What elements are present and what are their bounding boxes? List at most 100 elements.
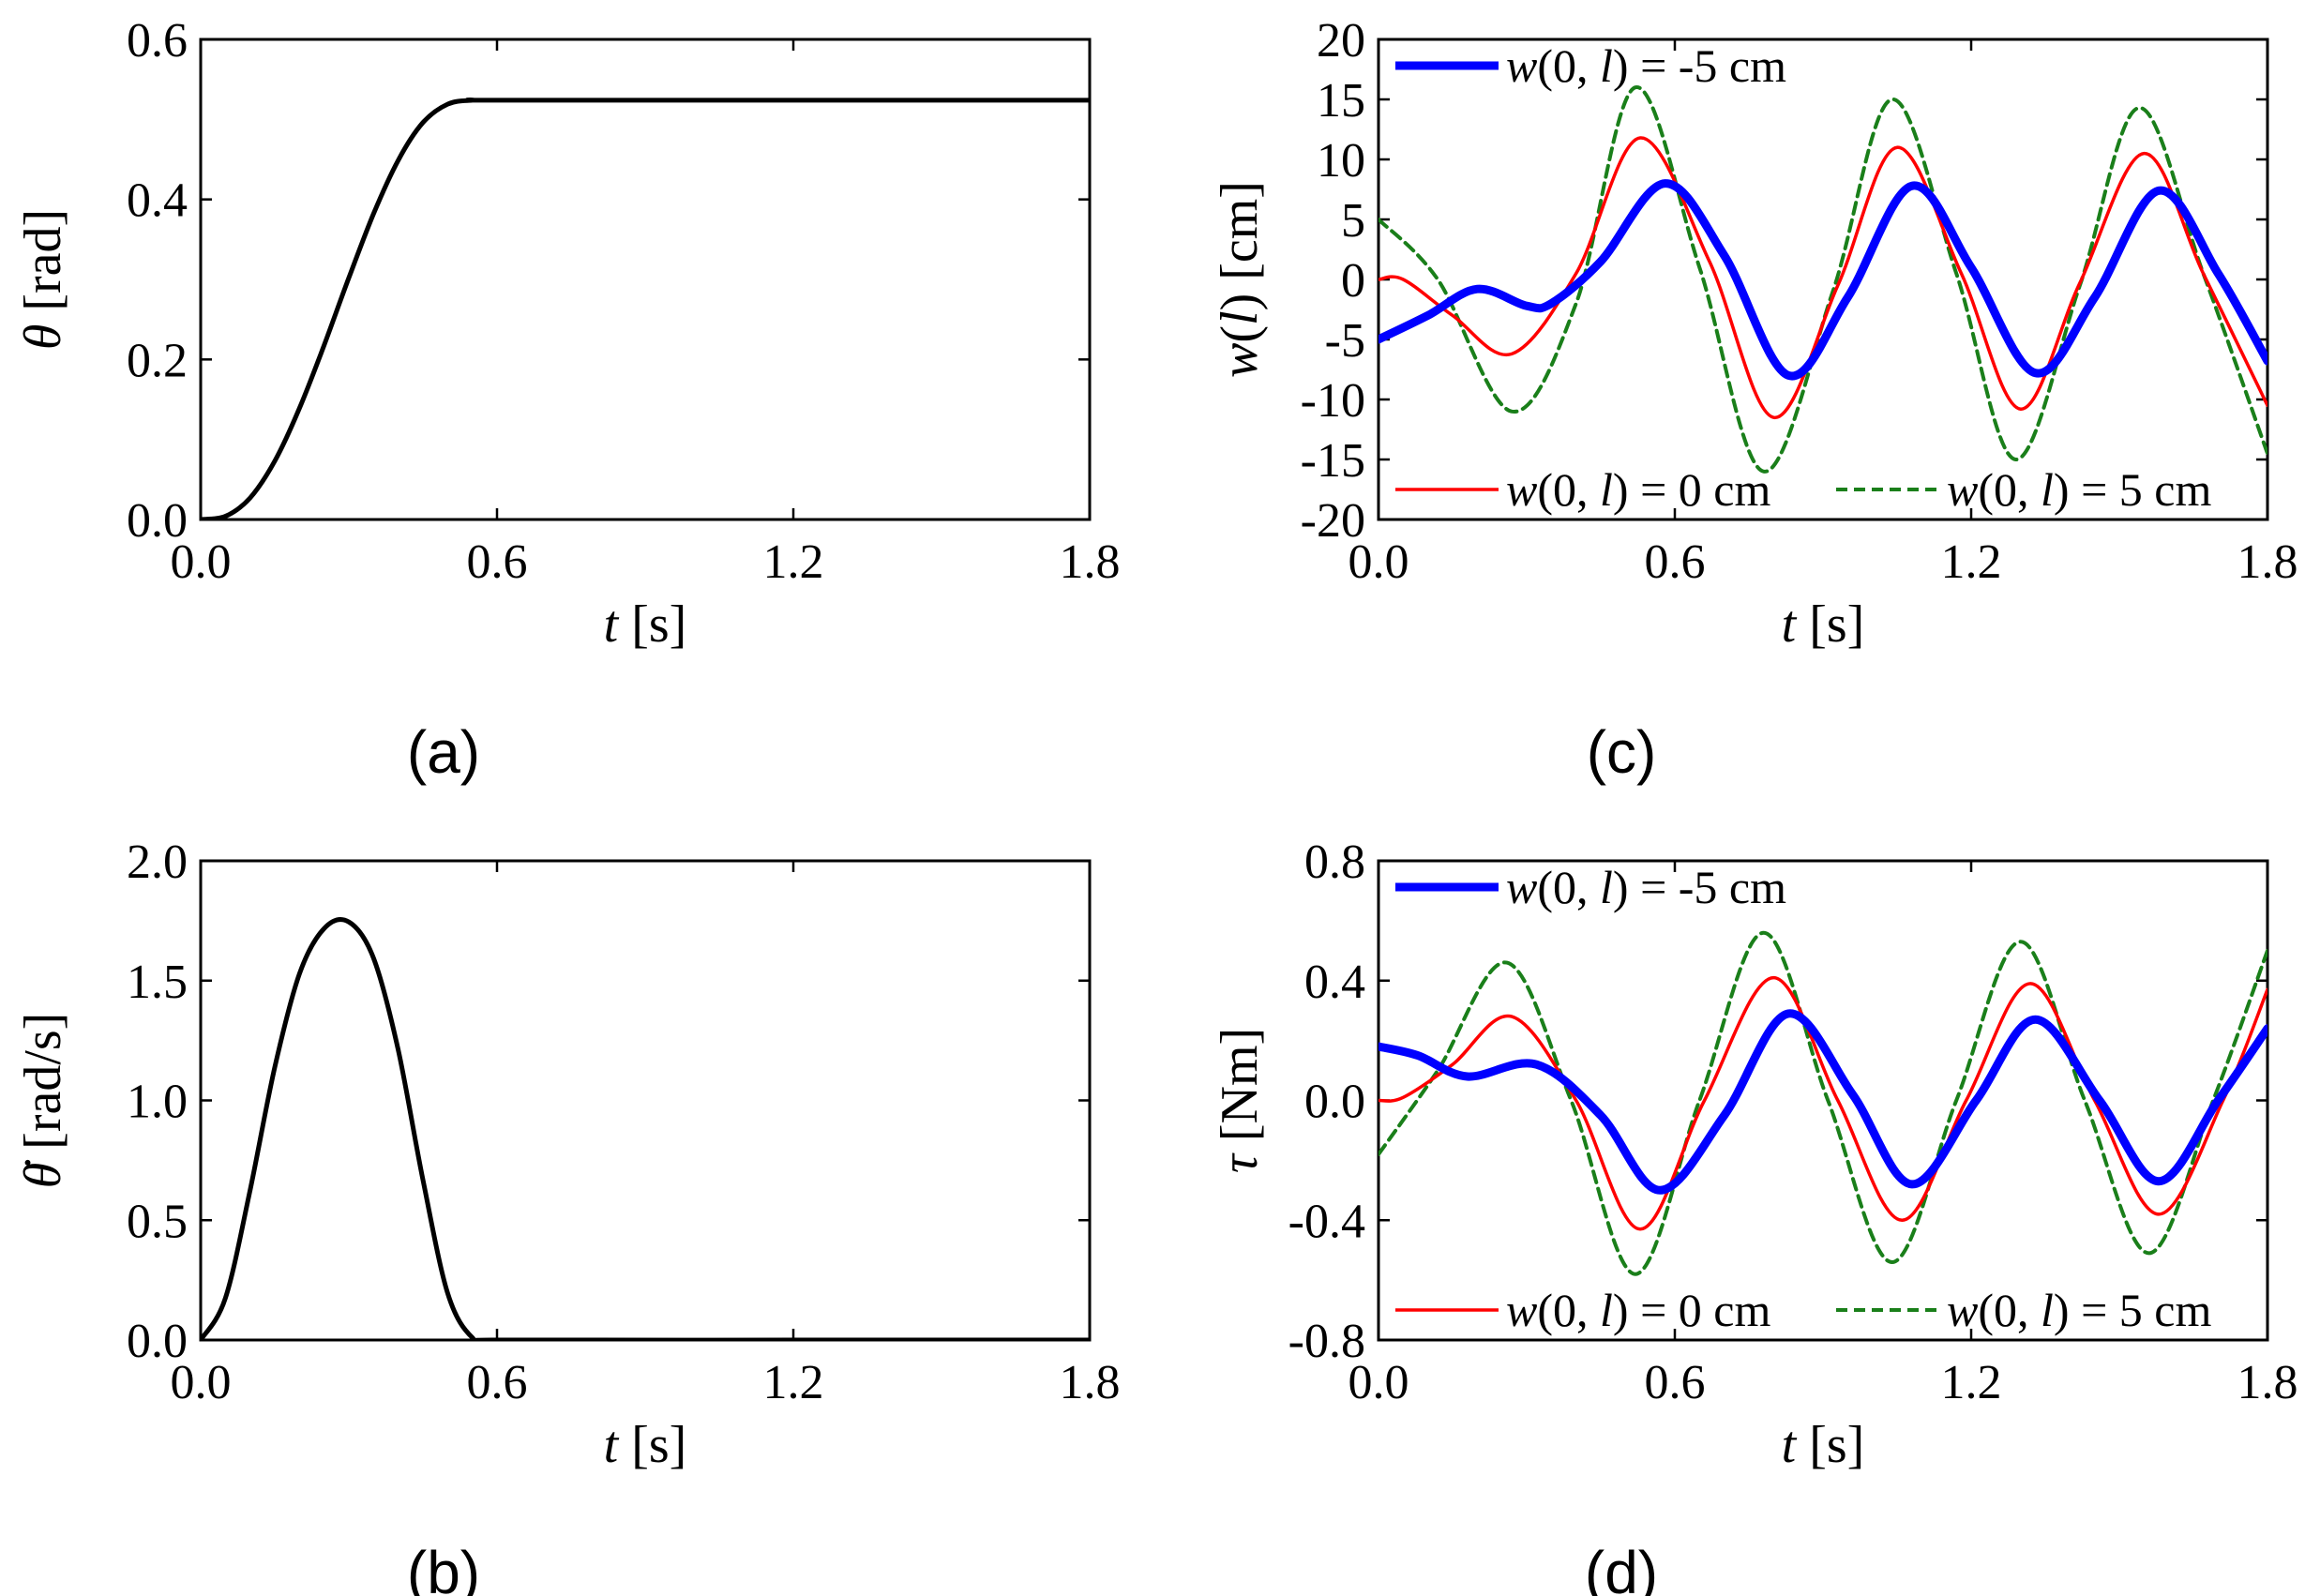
x-tick-label: 0.0	[1348, 1356, 1409, 1409]
label-variable: w	[1506, 861, 1537, 913]
label-text: ]	[670, 595, 687, 654]
x-tick-label: 0.6	[467, 1356, 528, 1409]
y-tick-label: 0.5	[127, 1195, 188, 1248]
y-tick-label: 0.0	[127, 1315, 188, 1368]
series-line-black	[201, 917, 1090, 1340]
x-tick-label: 1.2	[763, 535, 824, 589]
y-tick-label: 20	[1317, 14, 1365, 68]
label-text: m	[1750, 39, 1786, 92]
y-tick-label: 0.0	[1304, 1076, 1365, 1129]
label-text: m	[1734, 463, 1770, 516]
label-variable: l	[1600, 861, 1613, 913]
label-variable: t	[1782, 595, 1798, 654]
x-axis-label: t [s]	[1782, 595, 1865, 654]
y-tick-label: -15	[1301, 434, 1365, 488]
label-text: m	[1750, 861, 1786, 913]
label-text: ) = 0 c	[1613, 1284, 1735, 1336]
label-variable: t	[604, 595, 620, 654]
label-text: m	[1734, 1284, 1770, 1336]
y-tick-label: 0.6	[127, 14, 188, 68]
x-tick-label: 1.8	[2237, 1356, 2298, 1409]
y-axis-label: θ [rad]	[14, 209, 72, 350]
label-text: ]	[1847, 595, 1865, 654]
label-variable: w	[1506, 39, 1537, 92]
x-tick-label: 1.8	[1060, 535, 1121, 589]
y-axis-label: w(l) [cm]	[1211, 181, 1269, 378]
x-tick-label: 0.6	[1645, 535, 1706, 589]
label-text: [	[1796, 595, 1827, 654]
label-text: (0,	[1537, 861, 1600, 913]
label-variable: w	[1506, 463, 1537, 516]
label-variable: l	[1211, 310, 1269, 325]
label-text: [ra	[14, 252, 72, 324]
label-text: m	[1211, 1045, 1269, 1086]
y-tick-label: -0.4	[1288, 1195, 1365, 1248]
chart-a: 0.0 0.6 1.2 1.80.00.20.40.6t [s]θ [rad]	[14, 14, 1121, 654]
label-variable: θ	[14, 324, 72, 351]
label-variable: w	[1947, 1284, 1978, 1336]
label-text: s	[1827, 1416, 1847, 1474]
label-variable: t	[604, 1416, 620, 1474]
label-text: (0,	[1978, 1284, 2041, 1336]
x-axis-label: t [s]	[604, 1416, 687, 1474]
label-text: (0,	[1978, 463, 2041, 516]
label-variable: w	[1506, 1284, 1537, 1336]
label-text: ]	[14, 209, 72, 227]
legend-label: w(0, l) = 0 cm	[1506, 1284, 1770, 1336]
x-tick-label: 1.8	[2237, 535, 2298, 589]
series-line-blue	[1378, 1009, 2267, 1195]
plot-frame	[199, 859, 1092, 1342]
chart-d: 0.0 0.6 1.2 1.8-0.8-0.40.00.40.8t [s]τ [Nm]…	[1211, 836, 2298, 1474]
series-line-green	[1378, 930, 2267, 1276]
legend-label: w(0, l) = 5 cm	[1947, 463, 2211, 516]
y-tick-label: 5	[1341, 194, 1365, 248]
plot-frame	[199, 38, 1092, 521]
label-text: ) = 5 c	[2054, 1284, 2176, 1336]
label-variable: l	[1600, 39, 1613, 92]
series-line-blue	[1378, 179, 2267, 381]
label-text: s	[649, 1416, 670, 1474]
y-axis-label: τ [Nm]	[1211, 1028, 1269, 1173]
label-text: ]	[1847, 1416, 1865, 1474]
label-text: (0,	[1537, 39, 1600, 92]
y-tick-label: -10	[1301, 374, 1365, 428]
series-line-red	[1378, 136, 2267, 419]
label-text: ]	[670, 1416, 687, 1474]
x-tick-label: 0.0	[171, 535, 232, 589]
x-tick-label: 0.0	[1348, 535, 1409, 589]
label-text: s	[1827, 595, 1847, 654]
label-text: ]	[1211, 181, 1269, 199]
label-text: d	[14, 1065, 72, 1092]
y-tick-label: 1.5	[127, 956, 188, 1009]
legend-label: w(0, l) = -5 cm	[1506, 861, 1786, 913]
label-text: ]	[14, 1013, 72, 1031]
label-text: m	[2175, 463, 2211, 516]
plot-frame	[1377, 859, 2269, 1342]
y-axis-label: θ̇ [rad/s]	[14, 1013, 72, 1189]
label-text: (	[1211, 325, 1269, 343]
x-tick-label: 1.2	[763, 1356, 824, 1409]
label-text: m	[2175, 1284, 2211, 1336]
chart-b: 0.0 0.6 1.2 1.80.00.51.01.52.0t [s]θ̇ [rad/…	[14, 836, 1121, 1474]
legend-label: w(0, l) = 0 cm	[1506, 463, 1770, 516]
label-text: (0,	[1537, 463, 1600, 516]
label-text: m	[1211, 199, 1269, 240]
y-tick-label: 0.8	[1304, 836, 1365, 889]
y-tick-label: 2.0	[127, 836, 188, 889]
label-text: ) [c	[1211, 239, 1269, 310]
x-tick-label: 0.6	[467, 535, 528, 589]
label-text: s	[649, 595, 670, 654]
label-text: [	[1796, 1416, 1827, 1474]
legend-label: w(0, l) = 5 cm	[1947, 1284, 2211, 1336]
label-text: ̇ [ra	[14, 1092, 72, 1166]
x-tick-label: 0.0	[171, 1356, 232, 1409]
x-tick-label: 1.8	[1060, 1356, 1121, 1409]
y-tick-label: -20	[1301, 494, 1365, 548]
label-variable: w	[1211, 343, 1269, 378]
series-line-green	[1378, 85, 2267, 474]
panel-label: (b)	[407, 1539, 480, 1596]
label-text: [N	[1211, 1086, 1269, 1154]
y-tick-label: 0.0	[127, 494, 188, 548]
x-axis-label: t [s]	[604, 595, 687, 654]
